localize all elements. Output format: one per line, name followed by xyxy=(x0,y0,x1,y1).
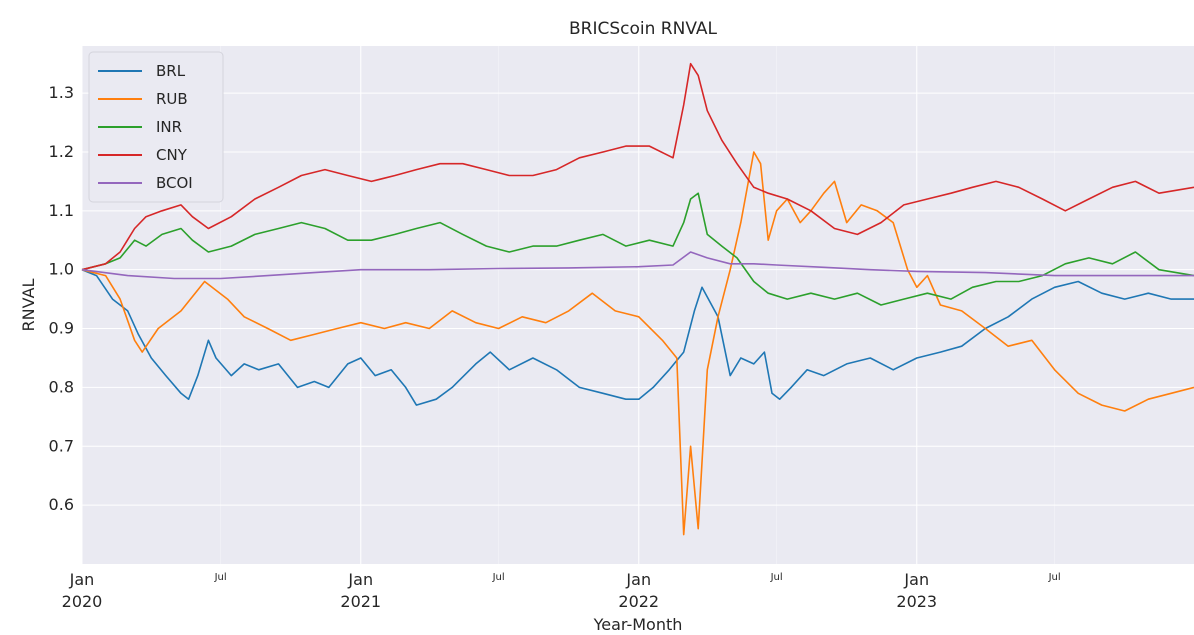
series-line-rub xyxy=(81,151,1194,536)
x-tick-label-minor: Jul xyxy=(1048,572,1061,583)
x-tick-label-minor: Jul xyxy=(770,572,783,583)
series-line-inr xyxy=(81,192,1194,306)
x-tick-label-month: Jan xyxy=(69,570,95,589)
y-tick-label: 1.2 xyxy=(49,142,74,161)
legend-label: RUB xyxy=(156,90,188,108)
legend: BRL RUB INR CNY BCOI xyxy=(88,51,224,203)
y-tick-label: 1.1 xyxy=(49,201,74,220)
x-tick-label-year: 2023 xyxy=(896,592,937,611)
legend-label: BRL xyxy=(156,62,186,80)
x-tick-label-year: 2021 xyxy=(340,592,381,611)
x-axis-label: Year-Month xyxy=(593,615,683,634)
y-tick-label: 1.3 xyxy=(49,83,74,102)
y-tick-label: 0.9 xyxy=(49,319,74,338)
y-axis-ticks: 0.6 0.7 0.8 0.9 1.0 1.1 1.2 1.3 xyxy=(49,83,74,514)
plot-area xyxy=(82,46,1194,564)
x-axis-ticks: Jan 2020 Jan 2021 Jan 2022 Jan 2023 Jul Jul Jul Jul xyxy=(62,570,1061,611)
legend-label: CNY xyxy=(156,146,188,164)
y-tick-label: 0.6 xyxy=(49,495,74,514)
x-tick-label-year: 2022 xyxy=(618,592,659,611)
y-tick-label: 1.0 xyxy=(49,260,74,279)
y-axis-label: RNVAL xyxy=(19,278,38,331)
x-tick-label-year: 2020 xyxy=(62,592,103,611)
legend-label: INR xyxy=(156,118,182,136)
x-tick-label-month: Jan xyxy=(347,570,373,589)
x-tick-label-minor: Jul xyxy=(214,572,227,583)
legend-box xyxy=(88,51,224,203)
grid xyxy=(81,46,1194,564)
series-group xyxy=(81,62,1194,536)
legend-label: BCOI xyxy=(156,174,193,192)
y-tick-label: 0.7 xyxy=(49,436,74,455)
series-line-bcoi xyxy=(81,251,1194,280)
chart-title: BRICScoin RNVAL xyxy=(569,19,717,39)
series-line-cny xyxy=(81,62,1194,271)
x-tick-label-month: Jan xyxy=(903,570,929,589)
x-tick-label-minor: Jul xyxy=(492,572,505,583)
series-line-brl xyxy=(81,268,1194,406)
y-tick-label: 0.8 xyxy=(49,377,74,396)
x-tick-label-month: Jan xyxy=(625,570,651,589)
